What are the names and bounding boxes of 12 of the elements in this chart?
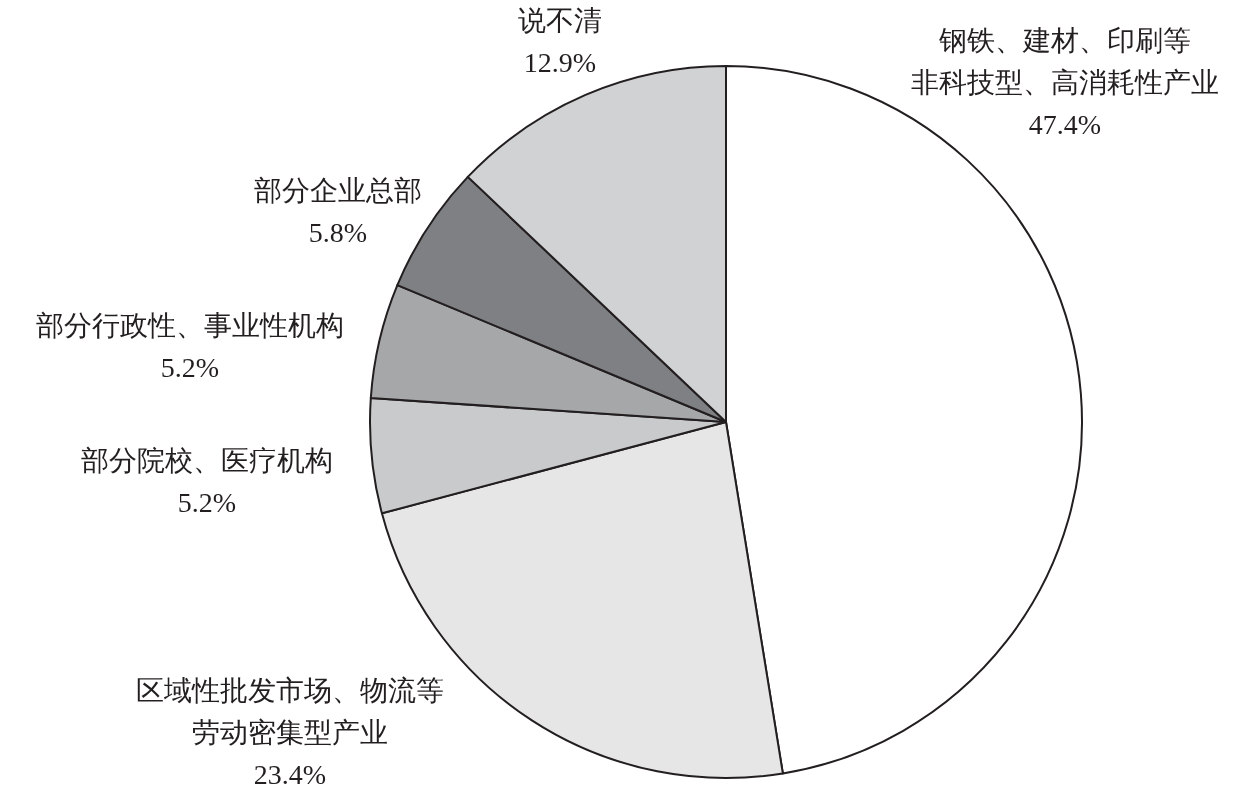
slice-label: 部分行政性、事业性机构 bbox=[36, 310, 344, 341]
data-label: 5.8% bbox=[308, 217, 368, 248]
data-label: 23.4% bbox=[253, 759, 327, 790]
data-label: 12.9% bbox=[523, 47, 597, 78]
slice-label: 区域性批发市场、物流等劳动密集型产业 bbox=[136, 675, 444, 748]
slice-label: 说不清 bbox=[518, 5, 602, 36]
slice-label: 部分院校、医疗机构 bbox=[81, 445, 333, 476]
slice-label: 部分企业总部 bbox=[254, 175, 422, 206]
data-label: 5.2% bbox=[160, 352, 220, 383]
data-label: 5.2% bbox=[177, 487, 237, 518]
data-label: 47.4% bbox=[1028, 109, 1102, 140]
slice-label: 钢铁、建材、印刷等非科技型、高消耗性产业 bbox=[911, 25, 1219, 98]
